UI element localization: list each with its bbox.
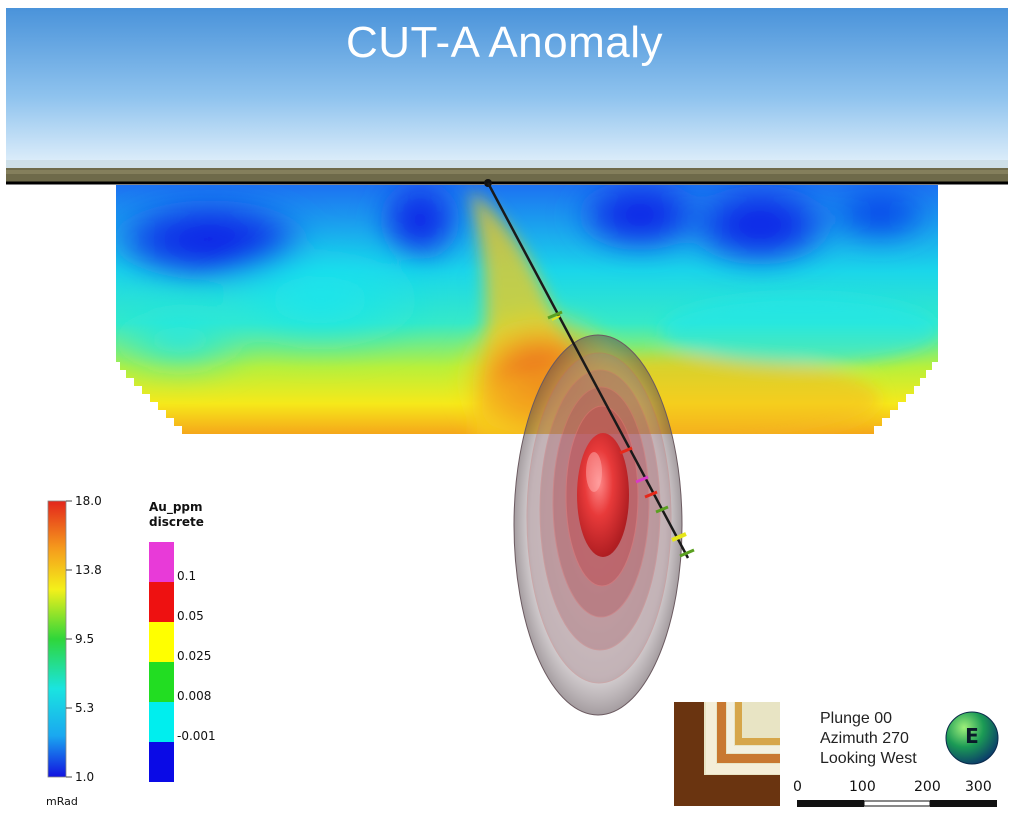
au-legend-title: Au_ppm (149, 500, 203, 514)
colorbar-tick-9-5: 9.5 (75, 632, 95, 646)
au-ppm-legend (149, 542, 174, 782)
orientation-block-icon (674, 702, 780, 806)
scale-label-0: 0 (793, 779, 802, 795)
ground-horizon (6, 168, 1008, 185)
scale-label-300: 300 (965, 779, 992, 795)
drill-hole (484, 179, 695, 559)
au-bin-2 (149, 622, 174, 662)
azimuth-text: Azimuth 270 (820, 730, 909, 747)
au-bin-label-1: 0.05 (177, 609, 204, 623)
plunge-text: Plunge 00 (820, 710, 893, 727)
au-bin-4 (149, 702, 174, 742)
colorbar-tick-13-8: 13.8 (75, 563, 102, 577)
scale-bar (797, 800, 997, 807)
colorbar-tick-18: 18.0 (75, 494, 102, 508)
au-bin-label-2: 0.025 (177, 649, 212, 663)
au-bin-0 (149, 542, 174, 582)
colorbar-tick-1: 1.0 (75, 770, 95, 784)
colorbar-tick-5-3: 5.3 (75, 701, 95, 715)
au-bin-label-3: 0.008 (177, 689, 212, 703)
mrad-colorbar (47, 500, 72, 778)
anomaly-body (513, 334, 683, 716)
au-bin-3 (149, 662, 174, 702)
au-bin-label-0: 0.1 (177, 569, 197, 583)
figure-title: CUT-A Anomaly (345, 18, 664, 67)
scale-label-100: 100 (849, 779, 876, 795)
au-bin-label-4: -0.001 (177, 729, 216, 743)
au-legend-subtitle: discrete (149, 515, 204, 529)
compass-globe-icon (945, 711, 999, 765)
looking-text: Looking West (820, 750, 917, 767)
colorbar-unit: mRad (46, 795, 78, 808)
scale-label-200: 200 (914, 779, 941, 795)
au-bin-1 (149, 582, 174, 622)
au-bin-5 (149, 742, 174, 782)
compass-letter: E (965, 724, 979, 748)
